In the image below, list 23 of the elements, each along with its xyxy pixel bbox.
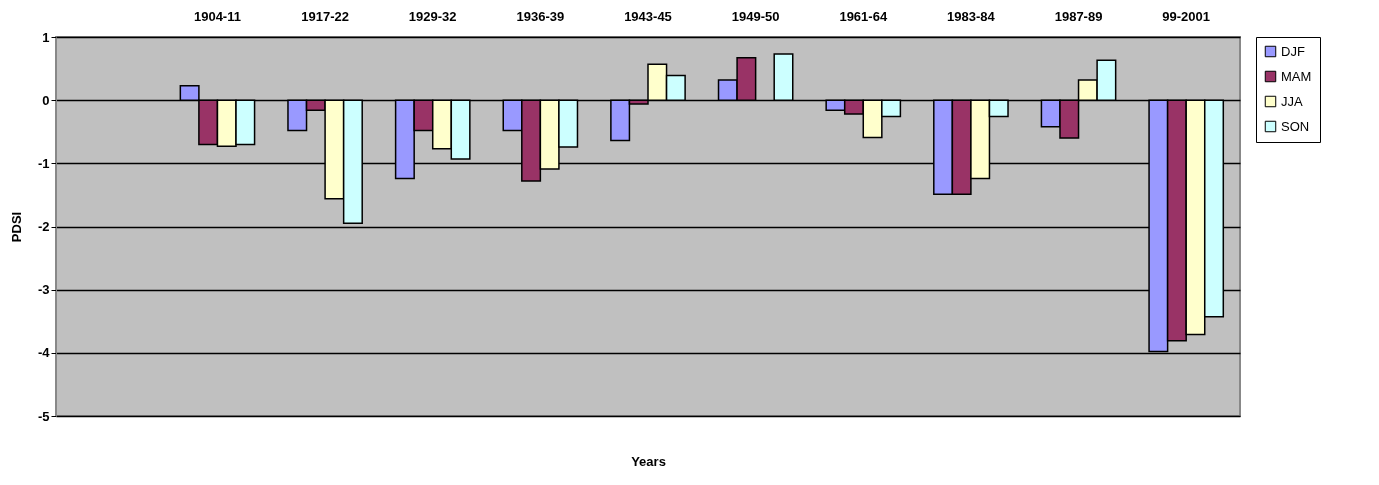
x-tick-label: 1936-39 xyxy=(516,8,565,24)
legend-label: DJF xyxy=(1281,43,1305,59)
y-tick-label: 1 xyxy=(42,29,50,45)
x-tick-label: 1949-50 xyxy=(731,8,780,24)
y-tick-label: 0 xyxy=(42,92,50,108)
y-tick-label: -5 xyxy=(37,408,50,424)
y-tick-label: -2 xyxy=(37,219,50,234)
x-tick-label: 1943-45 xyxy=(624,8,672,24)
x-tick-label: 99-2001 xyxy=(1162,8,1211,24)
x-axis-title: Years xyxy=(631,453,666,469)
legend-label: MAM xyxy=(1281,68,1312,84)
y-tick-label: -4 xyxy=(37,345,51,361)
x-tick-label: 1987-89 xyxy=(1054,8,1103,24)
x-tick-label: 1904-11 xyxy=(193,8,241,24)
y-axis-title: PDSI xyxy=(8,211,24,243)
y-tick-label: -3 xyxy=(37,282,50,298)
legend-label: JJA xyxy=(1281,93,1303,109)
y-tick-label: -1 xyxy=(37,155,50,171)
legend-label: SON xyxy=(1281,118,1310,134)
x-tick-label: 1961-64 xyxy=(839,8,888,24)
x-tick-label: 1929-32 xyxy=(408,8,457,24)
x-tick-label: 1983-84 xyxy=(947,8,996,24)
x-tick-label: 1917-22 xyxy=(301,8,349,24)
